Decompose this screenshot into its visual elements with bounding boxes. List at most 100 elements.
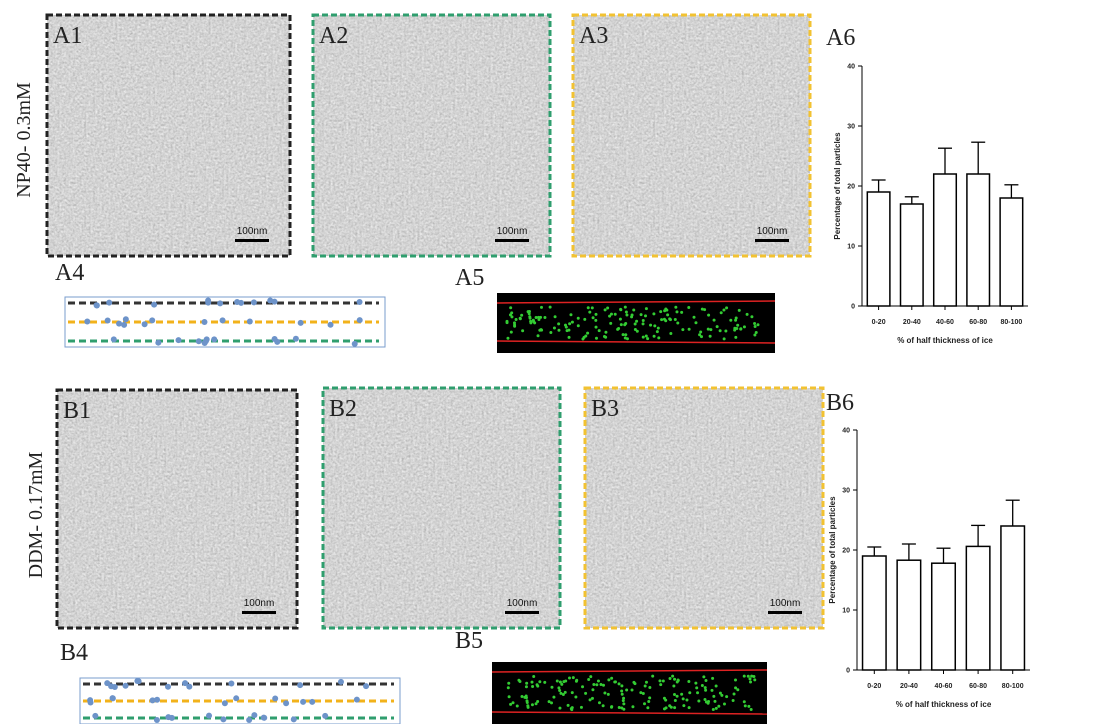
particle xyxy=(719,329,722,332)
particle xyxy=(669,677,672,680)
chart-title: B6 xyxy=(826,390,854,416)
particle xyxy=(613,681,616,684)
particle xyxy=(84,318,90,324)
particle xyxy=(591,688,594,691)
particle xyxy=(675,310,678,313)
particle xyxy=(604,331,607,334)
particle xyxy=(666,313,669,316)
particle xyxy=(672,685,675,688)
particle xyxy=(176,337,182,343)
particle xyxy=(614,313,617,316)
particle xyxy=(92,713,98,719)
particle xyxy=(529,321,532,324)
particle xyxy=(632,681,635,684)
particle xyxy=(699,331,702,334)
particle xyxy=(707,328,710,331)
particle xyxy=(649,324,652,327)
particle xyxy=(134,678,140,684)
particle xyxy=(553,327,556,330)
particle xyxy=(644,314,647,317)
particle xyxy=(660,318,663,321)
particle xyxy=(734,336,737,339)
panel-label: A2 xyxy=(319,23,348,49)
particle xyxy=(663,309,666,312)
scale-bar-label: 100nm xyxy=(757,226,788,237)
particle xyxy=(549,331,552,334)
particle xyxy=(665,706,668,709)
particle xyxy=(732,699,735,702)
particle xyxy=(715,707,718,710)
particle xyxy=(704,686,707,689)
particle xyxy=(607,693,610,696)
particle xyxy=(552,696,555,699)
particle xyxy=(527,706,530,709)
particle xyxy=(648,686,651,689)
particle xyxy=(694,321,697,324)
particle xyxy=(688,328,691,331)
micrograph-texture xyxy=(585,388,823,628)
y-tick-label: 10 xyxy=(842,608,850,615)
particle xyxy=(622,708,625,711)
particle xyxy=(724,330,727,333)
particle xyxy=(559,692,562,695)
x-axis-label: % of half thickness of ice xyxy=(897,336,993,345)
particle xyxy=(753,322,756,325)
bar xyxy=(867,192,890,306)
particle xyxy=(685,698,688,701)
particle xyxy=(653,324,656,327)
scale-bar-label: 100nm xyxy=(497,226,528,237)
particle xyxy=(577,317,580,320)
particle xyxy=(642,336,645,339)
particle xyxy=(622,333,625,336)
particle xyxy=(550,686,553,689)
particle xyxy=(680,693,683,696)
y-tick-label: 0 xyxy=(851,304,855,311)
particle xyxy=(108,683,114,689)
particle xyxy=(554,315,557,318)
particle xyxy=(682,704,685,707)
particle xyxy=(664,699,667,702)
x-tick-label: 0-20 xyxy=(867,683,881,690)
x-tick-label: 60-80 xyxy=(969,319,987,326)
particle xyxy=(297,682,303,688)
particle xyxy=(733,693,736,696)
particle xyxy=(620,323,623,326)
particle xyxy=(599,683,602,686)
x-tick-label: 80-100 xyxy=(1002,683,1024,690)
bar xyxy=(934,174,957,306)
particle xyxy=(531,685,534,688)
particle xyxy=(532,675,535,678)
particle xyxy=(703,308,706,311)
particle xyxy=(673,693,676,696)
particle xyxy=(717,705,720,708)
particle xyxy=(662,679,665,682)
particle xyxy=(363,683,369,689)
particle xyxy=(706,701,709,704)
particle xyxy=(205,300,211,306)
particle xyxy=(755,331,758,334)
particle xyxy=(738,309,741,312)
particle xyxy=(640,313,643,316)
particle xyxy=(154,697,160,703)
y-tick-label: 20 xyxy=(847,184,855,191)
particle xyxy=(620,689,623,692)
panel-label: A5 xyxy=(455,265,484,291)
panel-label: A4 xyxy=(55,260,84,286)
bar xyxy=(863,556,887,670)
particle xyxy=(713,700,716,703)
particle xyxy=(507,686,510,689)
particle xyxy=(520,314,523,317)
particle xyxy=(747,705,750,708)
particle xyxy=(165,684,171,690)
particle xyxy=(645,681,648,684)
particle xyxy=(723,337,726,340)
particle xyxy=(272,696,278,702)
particle xyxy=(630,315,633,318)
particle xyxy=(696,691,699,694)
particle xyxy=(688,706,691,709)
y-tick-label: 30 xyxy=(842,488,850,495)
particle xyxy=(752,675,755,678)
particle xyxy=(121,322,127,328)
scale-bar xyxy=(235,239,269,242)
y-tick-label: 20 xyxy=(842,548,850,555)
